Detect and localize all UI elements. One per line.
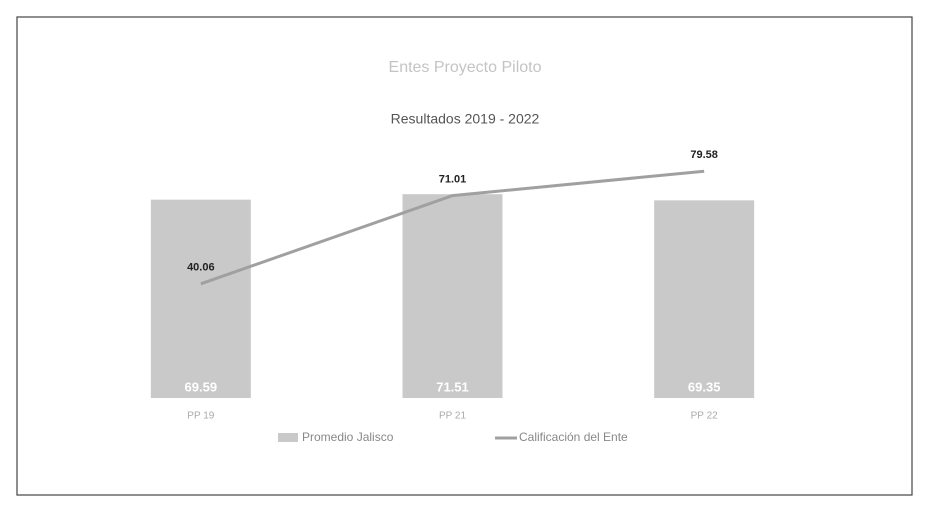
x-tick-label: PP 21 (439, 411, 466, 422)
line-value-label: 40.06 (187, 262, 215, 274)
line-value-label: 79.58 (690, 149, 718, 161)
legend-label: Calificación del Ente (519, 430, 628, 444)
bar (402, 194, 503, 398)
bar-value-label: 69.59 (185, 379, 218, 394)
chart-title: Entes Proyecto Piloto (389, 59, 542, 76)
legend-label: Promedio Jalisco (302, 430, 394, 444)
x-tick-label: PP 22 (691, 411, 718, 422)
x-tick-label: PP 19 (187, 411, 214, 422)
line-value-label: 71.01 (439, 174, 467, 186)
bar (654, 200, 755, 398)
chart-subtitle: Resultados 2019 - 2022 (391, 111, 540, 127)
line (200, 169, 705, 286)
legend-swatch (278, 433, 298, 442)
bar-value-label: 69.35 (688, 379, 721, 394)
bar-value-label: 71.51 (436, 379, 469, 394)
bar (150, 199, 251, 398)
